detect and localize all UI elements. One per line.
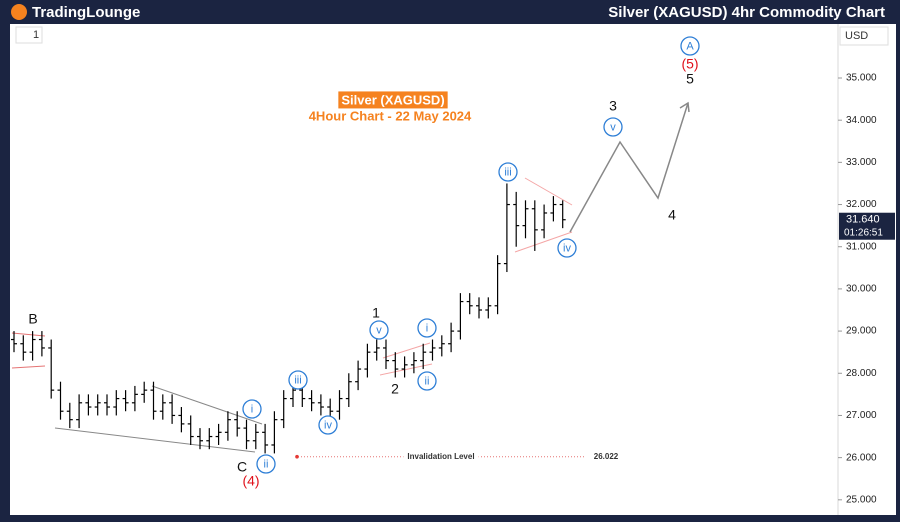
y-tick-label: 34.000 bbox=[846, 115, 877, 126]
wave-circle bbox=[557, 238, 577, 258]
y-tick-label: 32.000 bbox=[846, 199, 877, 210]
y-tick-label: 31.000 bbox=[846, 241, 877, 252]
invalidation-text: Invalidation Level bbox=[407, 452, 474, 461]
y-tick-label: 27.000 bbox=[846, 410, 877, 421]
wave-label: i bbox=[426, 322, 428, 334]
wave-circle bbox=[603, 117, 623, 137]
interval[interactable]: 1 bbox=[33, 29, 39, 41]
wave-circle bbox=[242, 399, 262, 419]
logo: TradingLounge bbox=[32, 4, 140, 21]
wave-circle bbox=[417, 371, 437, 391]
currency[interactable]: USD bbox=[845, 30, 868, 42]
wave-label: iii bbox=[504, 166, 511, 178]
trend-line bbox=[54, 427, 256, 453]
trend-line bbox=[514, 231, 573, 253]
trend-line bbox=[11, 332, 46, 337]
logo-icon bbox=[11, 4, 27, 20]
wave-circle bbox=[498, 162, 518, 182]
title-box bbox=[338, 91, 448, 109]
y-tick-label: 33.000 bbox=[846, 157, 877, 168]
wave-label: (4) bbox=[242, 473, 259, 489]
plot-area bbox=[10, 24, 896, 515]
y-tick-label: 35.000 bbox=[846, 73, 877, 84]
currency-box[interactable] bbox=[839, 26, 889, 46]
wave-label: B bbox=[28, 311, 37, 327]
wave-label: ii bbox=[425, 375, 430, 387]
trend-line bbox=[11, 365, 46, 369]
trend-line bbox=[382, 342, 431, 359]
wave-label: 2 bbox=[391, 381, 399, 397]
chart-title: Silver (XAGUSD) bbox=[341, 92, 444, 107]
y-tick-label: 30.000 bbox=[846, 284, 877, 295]
label-bg bbox=[590, 451, 622, 461]
wave-label: iii bbox=[294, 374, 301, 386]
y-tick-label: 29.000 bbox=[846, 326, 877, 337]
wave-label: 5 bbox=[686, 71, 694, 87]
title-block: Silver (XAGUSD) 4Hour Chart - 22 May 202… bbox=[309, 91, 472, 123]
wave-label: 4 bbox=[668, 207, 676, 223]
invalidation-value: 26.022 bbox=[594, 452, 619, 461]
trend-line bbox=[151, 385, 263, 425]
wave-label: C bbox=[237, 459, 247, 475]
wave-circle bbox=[369, 320, 389, 340]
wave-label: v bbox=[610, 121, 616, 133]
header-title: Silver (XAGUSD) 4hr Commodity Chart bbox=[608, 4, 885, 21]
wave-label: iv bbox=[563, 242, 571, 254]
wave-circle bbox=[680, 36, 700, 56]
wave-circle bbox=[288, 370, 308, 390]
wave-circle bbox=[256, 454, 276, 474]
chart-subtitle: 4Hour Chart - 22 May 2024 bbox=[309, 108, 472, 123]
wave-label: i bbox=[251, 403, 253, 415]
wave-circle bbox=[417, 318, 437, 338]
wave-label: 1 bbox=[372, 305, 380, 321]
wave-label: 3 bbox=[609, 98, 617, 114]
invalidation-dot bbox=[295, 454, 299, 459]
wave-label: A bbox=[686, 40, 694, 52]
wave-label: (5) bbox=[681, 56, 698, 72]
trend-line bbox=[524, 177, 573, 206]
projection-path bbox=[569, 102, 689, 233]
y-tick-label: 25.000 bbox=[846, 494, 877, 505]
last-price-box bbox=[839, 212, 895, 240]
label-bg bbox=[403, 451, 479, 461]
wave-label: ii bbox=[264, 458, 269, 470]
y-tick-label: 28.000 bbox=[846, 368, 877, 379]
wave-circle bbox=[318, 415, 338, 435]
projection-arrow bbox=[679, 101, 690, 113]
wave-label: iv bbox=[324, 419, 332, 431]
wave-label: v bbox=[376, 324, 382, 336]
last-price: 31.640 bbox=[846, 214, 880, 226]
y-tick-label: 26.000 bbox=[846, 452, 877, 463]
interval-box[interactable] bbox=[15, 26, 43, 44]
countdown: 01:26:51 bbox=[844, 227, 883, 238]
